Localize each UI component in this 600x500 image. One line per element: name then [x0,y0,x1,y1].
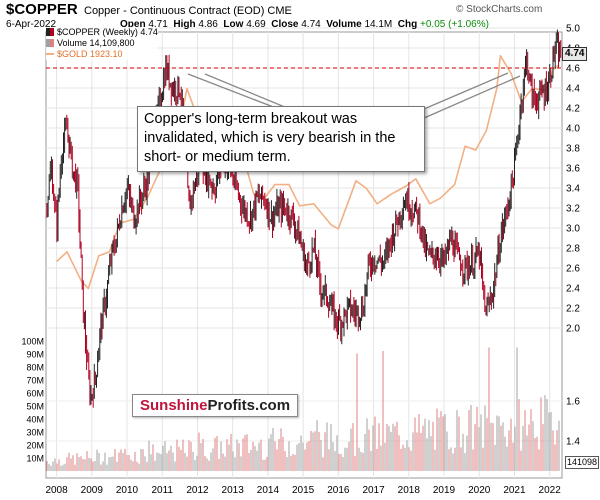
sunshine-profits-logo: SunshineProfits.com [132,394,299,417]
close-label: Close [271,19,299,30]
volume-tick-label: 10M [26,454,44,464]
legend-gold-label: $GOLD 1923.10 [57,49,123,59]
y-tick-label: 4.2 [566,104,580,115]
logo-part1: Sunshine [140,397,208,414]
y-tick-label: 3.2 [566,204,580,215]
y-tick-label: 3.4 [566,184,580,195]
chg-value: +0.05 (+1.06%) [420,19,489,30]
volume-tick-label: 50M [26,402,44,412]
y-tick-label: 4.0 [566,124,580,135]
low-label: Low [223,19,244,30]
last-volume-tag: 141098 [565,456,600,469]
x-tick-label: 2011 [151,485,173,496]
x-tick-label: 2014 [257,485,280,496]
y-tick-label: 4.4 [566,84,580,95]
x-tick-label: 2022 [539,485,562,496]
x-tick-label: 2013 [222,485,245,496]
open-value: 4.71 [148,19,168,30]
open-label: Open [120,19,146,30]
volume-tick-label: 70M [26,376,44,386]
x-tick-label: 2010 [116,485,139,496]
volume-value: 14.1M [364,19,393,30]
x-tick-label: 2015 [292,485,315,496]
x-tick-label: 2019 [433,485,456,496]
legend-copper-label: $COPPER (Weekly) 4.74 [57,27,158,37]
high-value: 4.86 [198,19,218,30]
legend-volume: Volume 14,109,800 [46,38,158,49]
x-tick-label: 2017 [362,485,385,496]
overlay [46,67,562,123]
y-tick-label: 4.6 [566,64,580,75]
x-tick-label: 2008 [45,485,68,496]
axes: 2008 2009 2010 2011 2012 2013 2014 2015 2016 2017… [21,24,580,497]
x-tick-label: 2012 [186,485,209,496]
y-tick-label: 5.0 [566,24,580,35]
copper-swatch-icon [46,28,54,36]
annotation-arrow-right [409,72,509,116]
x-tick-label: 2018 [398,485,421,496]
y-tick-label: 3.6 [566,164,580,175]
low-value: 4.69 [246,19,266,30]
x-tick-label: 2020 [468,485,491,496]
quote-date: 6-Apr-2022 [6,19,57,30]
volume-tick-label: 80M [26,363,44,373]
annotation-arrow-left [204,73,293,111]
y-tick-label: 1.4 [566,437,580,448]
y-tick-label: 2.2 [566,304,580,315]
close-value: 4.74 [301,19,321,30]
ohlc-readout: Open 4.71 High 4.86 Low 4.69 Close 4.74 … [120,19,489,30]
volume-bars [46,347,560,471]
volume-label: Volume [326,19,362,30]
legend-copper: $COPPER (Weekly) 4.74 [46,27,158,38]
volume-tick-label: 20M [26,441,44,451]
x-tick-label: 2021 [503,485,526,496]
volume-tick-label: 90M [26,350,44,360]
y-tick-label: 1.6 [566,397,580,408]
volume-tick-label: 30M [26,428,44,438]
x-tick-label: 2016 [327,485,350,496]
volume-swatch-icon [46,39,54,47]
y-tick-label: 2.4 [566,284,580,295]
annotation-arrow-left [187,73,277,109]
volume-tick-label: 100M [21,337,44,347]
chg-label: Chg [397,19,418,30]
y-tick-label: 3.8 [566,144,580,155]
legend-volume-label: Volume 14,109,800 [57,38,135,48]
y-tick-label: 2.0 [566,324,580,335]
gold-swatch-icon [46,53,54,55]
y-tick-label: 2.6 [566,264,580,275]
symbol-title: $COPPER [6,1,78,18]
annotation-box: Copper's long-term breakout was invalida… [137,106,425,172]
volume-tick-label: 40M [26,415,44,425]
source-credit[interactable]: © StockCharts.com [456,4,543,15]
annotation-arrow-right [414,75,521,123]
volume-tick-label: 60M [26,389,44,399]
y-tick-label: 2.8 [566,244,580,255]
chart-description: Copper - Continuous Contract (EOD) CME [84,5,292,17]
last-price-tag: 4.74 [562,47,588,61]
copper-series [46,29,562,408]
y-tick-label: 3.0 [566,224,580,235]
legend-gold: $GOLD 1923.10 [46,49,158,60]
logo-part2: Profits.com [207,397,291,414]
high-label: High [173,19,196,30]
legend: $COPPER (Weekly) 4.74 Volume 14,109,800 … [46,27,158,60]
x-tick-label: 2009 [81,485,104,496]
